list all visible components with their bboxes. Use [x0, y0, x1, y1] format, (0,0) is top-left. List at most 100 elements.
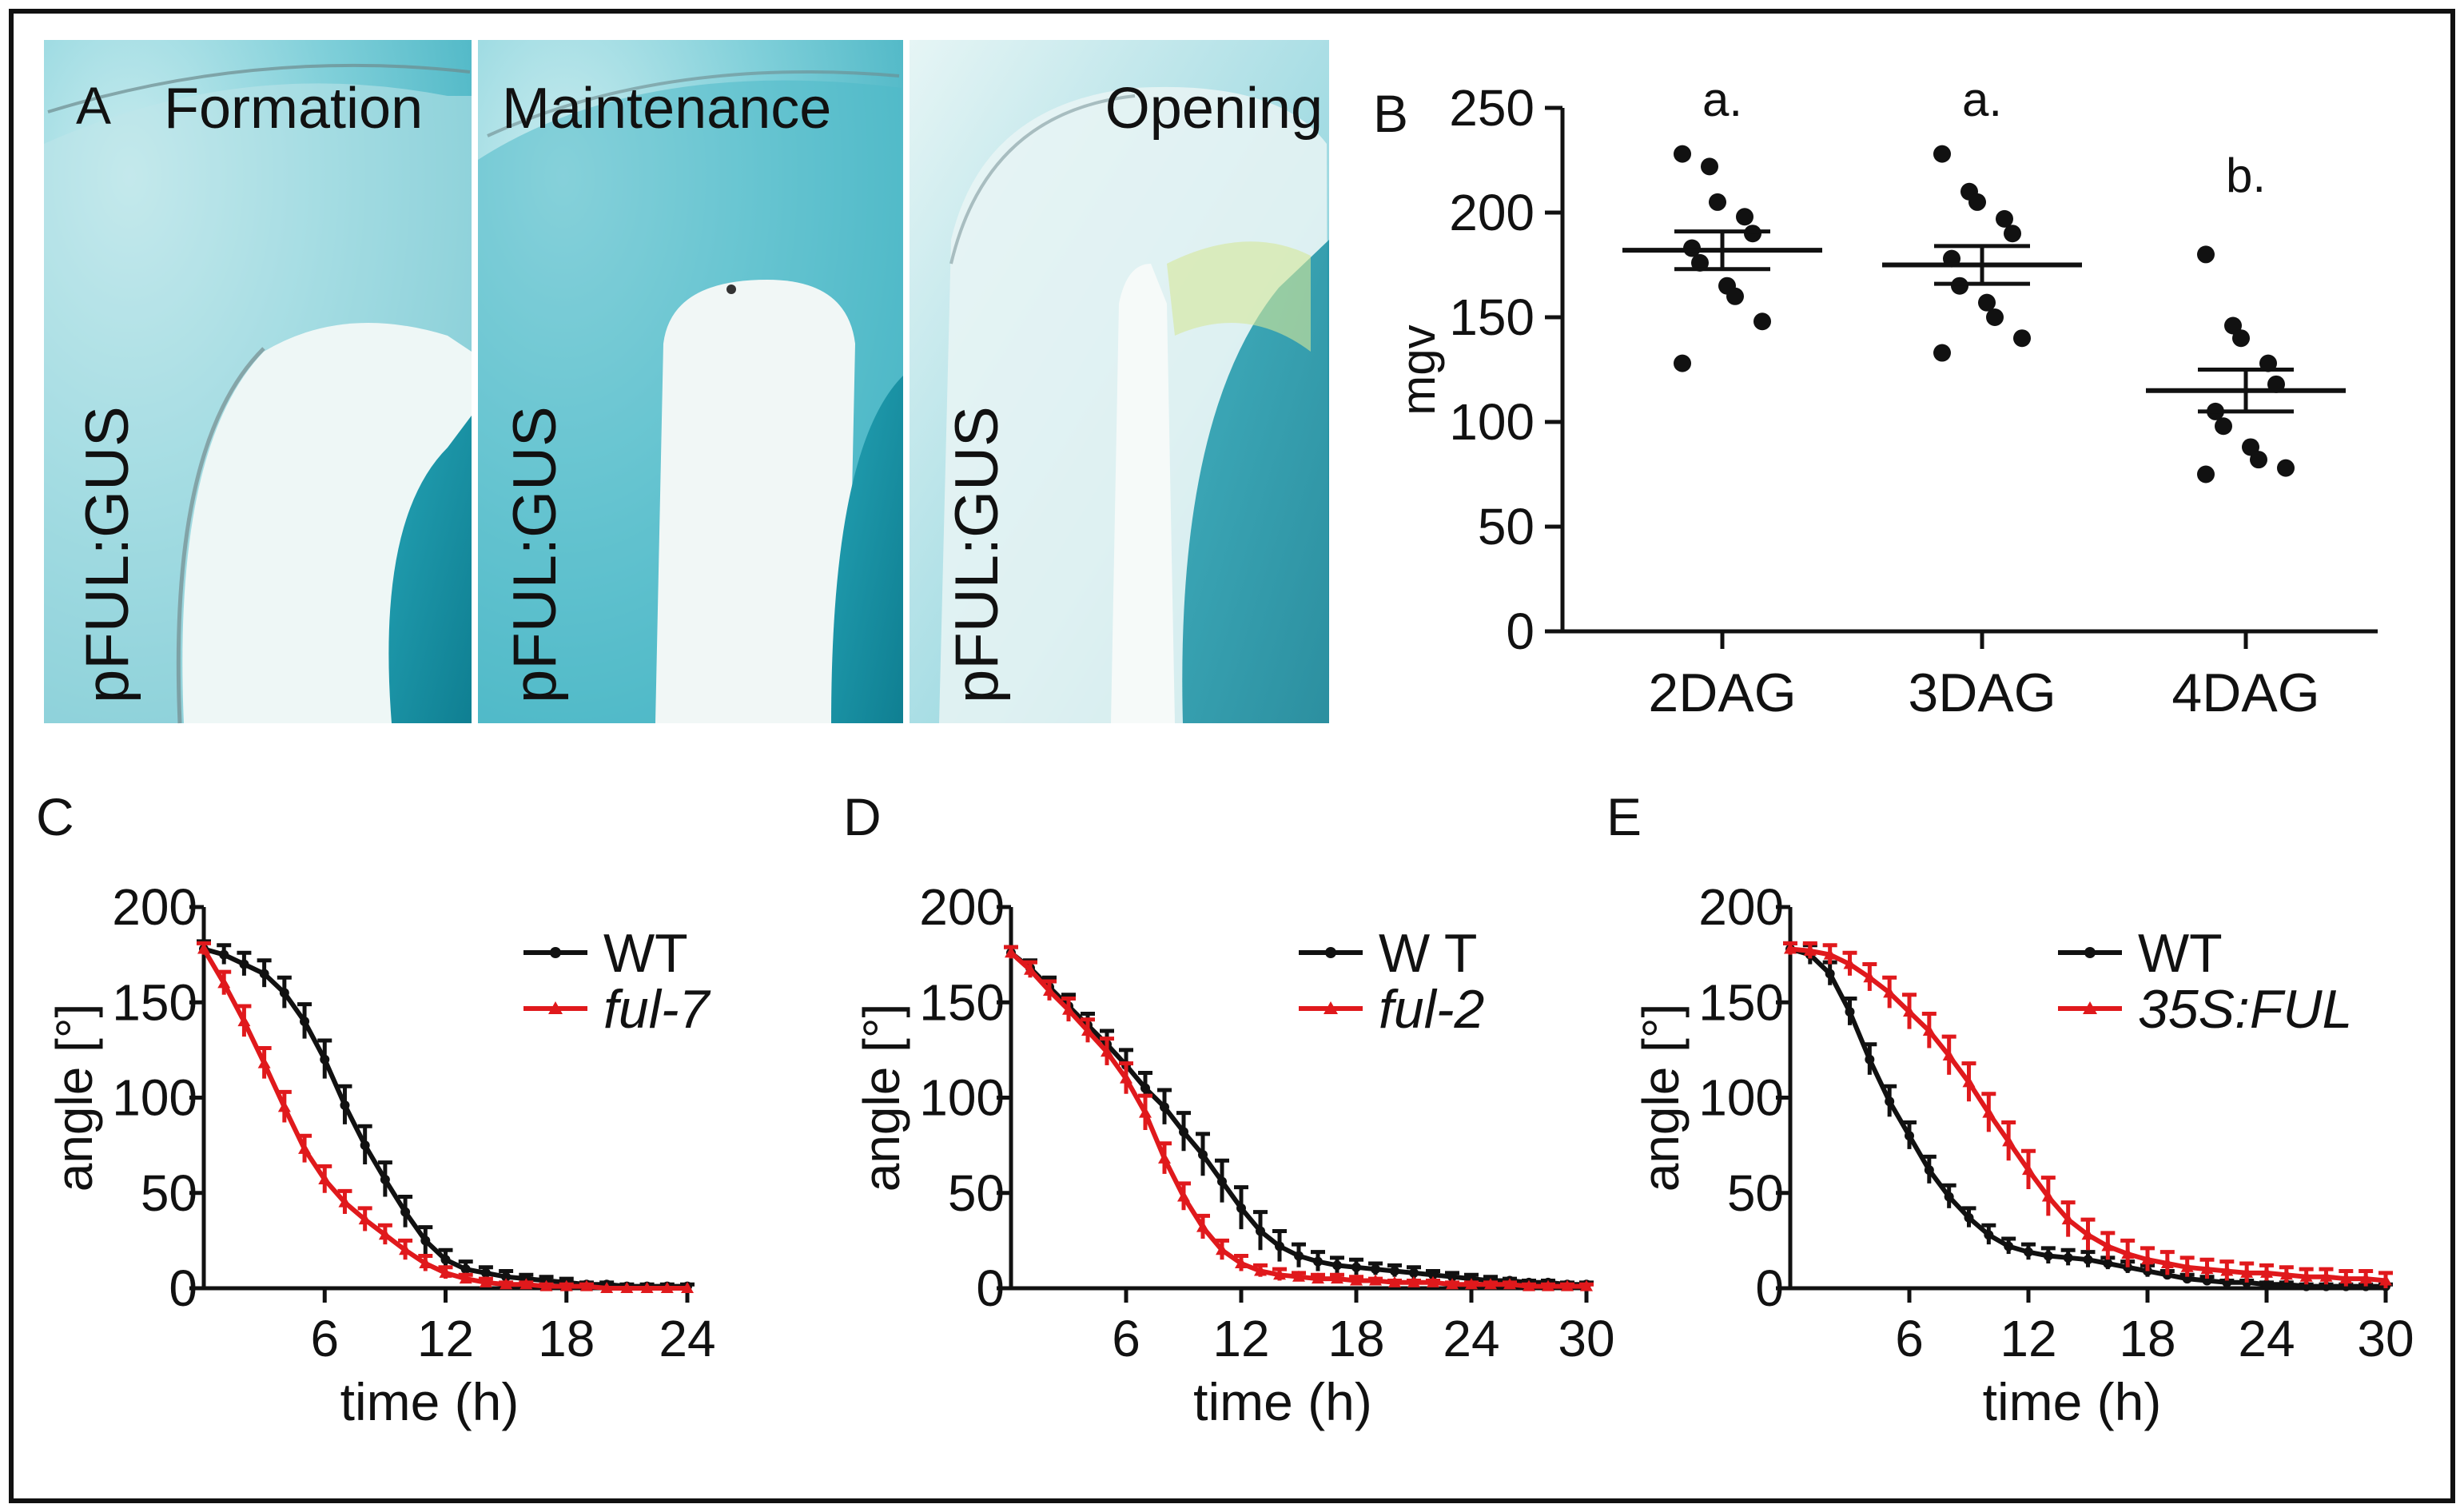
c-plot-data-point	[559, 1279, 573, 1291]
c-plot-x-axis-label: time (h)	[340, 1372, 519, 1431]
e-plot-data-point	[1982, 1106, 1996, 1118]
e-plot-data-point	[1843, 957, 1857, 969]
e-plot-data-point	[2043, 1251, 2053, 1261]
d-plot-data-point	[1427, 1275, 1439, 1287]
b-x-tick-label: 2DAG	[1648, 662, 1796, 723]
e-plot-data-point	[1984, 1230, 1994, 1240]
b-data-point	[1978, 293, 1996, 312]
e-plot-legend-marker	[2083, 1001, 2097, 1014]
d-plot-data-point	[1446, 1278, 1459, 1290]
e-plot-data-point	[2083, 1255, 2093, 1265]
b-data-point	[2197, 245, 2215, 264]
c-plot-data-point	[338, 1196, 352, 1208]
d-plot-data-point	[1331, 1272, 1343, 1284]
e-plot-y-tick-label: 150	[1698, 973, 1784, 1031]
c-plot-data-point	[300, 1017, 310, 1027]
e-plot-data-point	[2220, 1264, 2234, 1276]
e-plot-data-point	[2240, 1266, 2254, 1278]
e-plot-data-point	[1962, 1076, 1976, 1088]
d-plot-data-point	[1312, 1272, 1324, 1284]
c-plot-data-point	[501, 1271, 512, 1282]
e-plot-data-point	[1845, 1007, 1855, 1017]
d-plot-data-point	[1196, 1220, 1209, 1232]
d-plot-data-point	[1256, 1226, 1265, 1236]
c-plot-data-point	[660, 1282, 674, 1293]
d-plot-data-point	[1371, 1264, 1380, 1275]
d-plot-legend-marker	[1324, 1001, 1338, 1014]
b-x-tick-label: 4DAG	[2171, 662, 2319, 723]
d-plot-data-point	[1005, 946, 1017, 958]
b-y-tick-label: 50	[1478, 498, 1535, 555]
c-plot-x-tick-label: 6	[310, 1310, 339, 1367]
b-y-tick-label: 200	[1449, 184, 1535, 241]
e-plot-data-point	[2024, 1247, 2033, 1257]
b-data-point	[1744, 225, 1761, 243]
d-plot-data-point	[1332, 1260, 1342, 1271]
b-data-point	[1726, 287, 1744, 305]
c-plot-data-point	[257, 1056, 271, 1068]
d-plot-data-point	[1580, 1279, 1593, 1291]
e-plot-y-tick-label: 50	[1727, 1164, 1784, 1222]
e-plot-data-point	[2319, 1270, 2333, 1282]
b-data-point	[2242, 438, 2259, 456]
e-plot-data-point	[2321, 1281, 2331, 1291]
d-plot-legend-marker	[1325, 947, 1336, 958]
b-y-tick-label: 150	[1449, 288, 1535, 346]
b-data-point	[1674, 354, 1691, 372]
d-plot-data-point	[1465, 1278, 1478, 1290]
d-plot-data-point	[1120, 1072, 1132, 1084]
c-plot-y-tick-label: 200	[112, 878, 197, 936]
c-plot-data-point	[640, 1282, 654, 1293]
c-plot-data-point	[239, 959, 249, 969]
d-plot-data-point	[1409, 1267, 1419, 1278]
b-data-point	[1968, 193, 1986, 211]
d-plot-data-point	[1217, 1176, 1227, 1187]
e-plot-data-point	[2359, 1272, 2373, 1284]
c-plot-data-point	[460, 1264, 471, 1275]
c-plot-data-point	[358, 1213, 372, 1225]
c-plot-data-point	[197, 942, 210, 954]
e-plot-x-tick-label: 24	[2238, 1310, 2295, 1367]
e-plot-x-axis-label: time (h)	[1983, 1372, 2162, 1431]
e-plot-data-point	[1964, 1212, 1974, 1223]
b-x-tick-label: 3DAG	[1908, 662, 2056, 723]
e-plot-data-point	[2103, 1258, 2113, 1268]
panel-a-letter: A	[76, 76, 111, 135]
maintenance-image-label: pFUL:GUS	[501, 406, 569, 703]
c-plot-x-tick-label: 12	[417, 1310, 474, 1367]
c-plot-data-point	[277, 1100, 291, 1112]
e-plot-x-tick-label: 30	[2357, 1310, 2414, 1367]
c-plot-data-point	[620, 1282, 634, 1293]
d-plot-data-point	[1024, 963, 1037, 975]
b-data-point	[2197, 465, 2215, 483]
e-plot-data-point	[2339, 1272, 2353, 1284]
c-plot-legend-label: ful-7	[603, 979, 711, 1040]
b-data-point	[1996, 209, 2013, 228]
d-plot-data-point	[1177, 1190, 1190, 1202]
panel-b-letter: B	[1373, 84, 1408, 143]
b-y-tick-label: 250	[1449, 79, 1535, 137]
d-plot-x-tick-label: 30	[1558, 1310, 1614, 1367]
e-plot-data-point	[2101, 1239, 2115, 1251]
d-plot-data-point	[1369, 1274, 1382, 1286]
c-plot-x-tick-label: 24	[659, 1310, 715, 1367]
c-plot-data-point	[439, 1266, 452, 1278]
panel-e-letter: E	[1606, 787, 1642, 846]
b-y-tick-label: 100	[1449, 393, 1535, 451]
panel-c-letter: C	[36, 787, 74, 846]
c-plot-data-point	[479, 1275, 492, 1287]
d-plot-data-point	[1561, 1279, 1574, 1291]
c-plot-data-point	[459, 1272, 472, 1284]
c-plot-data-point	[340, 1100, 350, 1111]
b-data-point	[1951, 277, 1968, 295]
e-plot-data-point	[2260, 1266, 2273, 1278]
e-plot-data-point	[1922, 1025, 1936, 1037]
e-plot-data-point	[2262, 1279, 2271, 1290]
c-plot-data-point	[360, 1140, 370, 1151]
c-plot-y-tick-label: 100	[112, 1069, 197, 1127]
c-plot-data-point	[378, 1228, 392, 1240]
b-significance-label: a.	[1962, 73, 2002, 126]
b-data-point	[1933, 145, 1951, 163]
c-plot-data-point	[279, 988, 289, 998]
e-plot-data-point	[1944, 1192, 1954, 1202]
